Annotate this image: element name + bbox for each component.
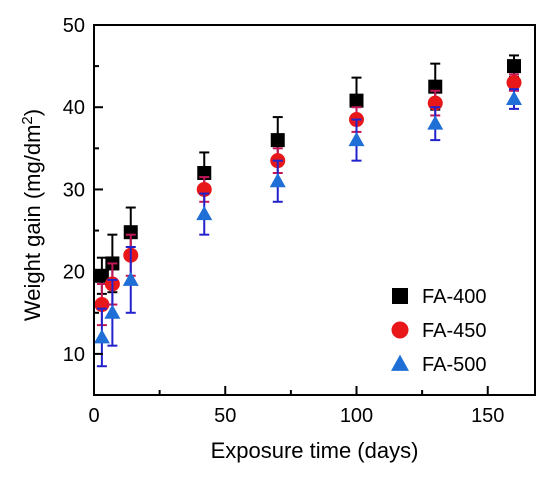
data-point [123, 225, 138, 240]
y-tick-label: 30 [63, 179, 85, 201]
legend-marker [391, 354, 409, 371]
legend-marker [392, 288, 408, 304]
legend-label: FA-500 [422, 354, 486, 376]
data-point [93, 329, 110, 344]
series-fa-450 [94, 73, 522, 327]
axes: 0 50 100 150 10 20 30 40 50 [63, 15, 536, 427]
x-tick-label: 50 [214, 405, 236, 427]
y-axis-title-main: Weight gain (mg/dm [20, 125, 45, 321]
data-point [196, 205, 213, 221]
legend-label: FA-400 [422, 286, 486, 308]
series-fa-500 [93, 88, 522, 368]
data-point [427, 115, 444, 130]
y-axis-title-superscript: 2 [19, 116, 36, 124]
x-tick-label: 100 [340, 405, 373, 427]
y-tick-label: 40 [63, 97, 85, 119]
y-tick-label: 50 [63, 15, 85, 37]
data-point [506, 90, 522, 105]
y-axis-title: Weight gain (mg/dm2) [19, 109, 45, 321]
x-axis-title: Exposure time (days) [211, 438, 419, 463]
legend-label: FA-450 [422, 320, 486, 342]
y-axis-title-tail: ) [20, 109, 45, 116]
plot-frame [93, 24, 536, 396]
data-point [270, 133, 285, 148]
data-point [122, 271, 139, 286]
data-point [349, 93, 364, 108]
data-point [507, 59, 521, 74]
legend: FA-400 FA-450 FA-500 [391, 286, 486, 376]
data-point [269, 172, 286, 188]
y-tick-label: 20 [63, 262, 85, 284]
x-tick-label: 0 [88, 405, 99, 427]
data-point [104, 304, 121, 319]
chart-marks [93, 54, 522, 368]
y-tick-label: 10 [63, 344, 85, 366]
data-point [506, 75, 522, 91]
data-point [348, 131, 365, 147]
legend-marker [391, 321, 409, 339]
x-tick-label: 150 [471, 405, 504, 427]
series-fa-400 [94, 54, 521, 295]
